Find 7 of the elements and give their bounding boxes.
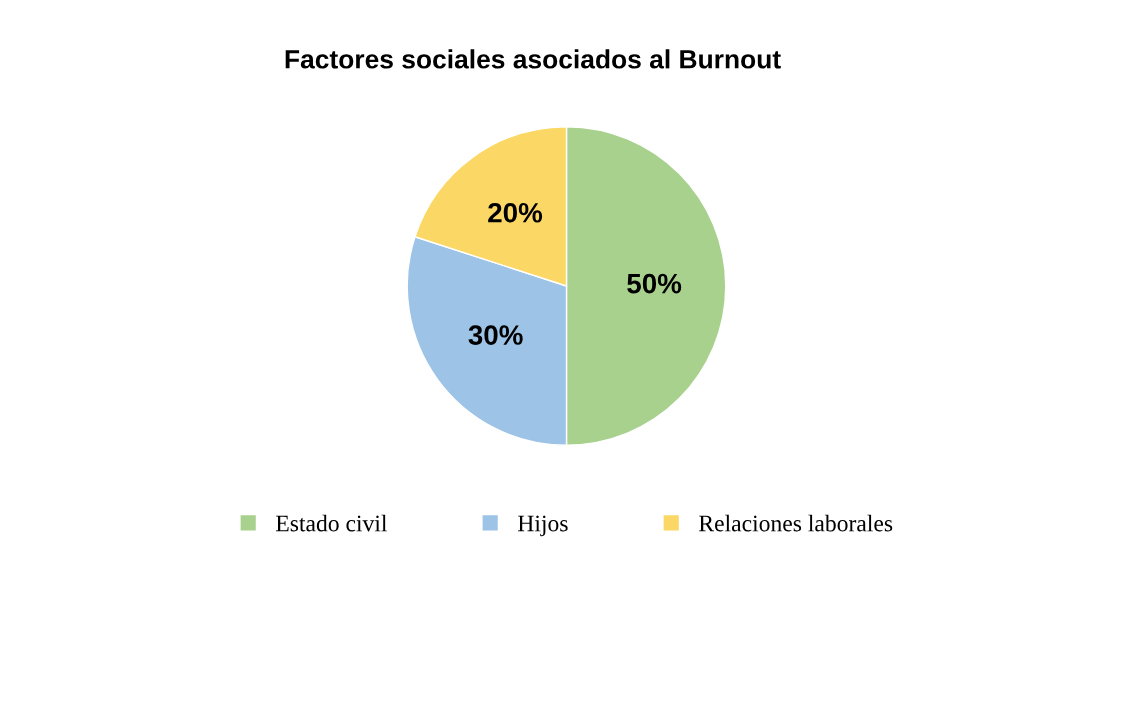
data-label: 20% (488, 202, 543, 223)
data-label: 30% (468, 325, 523, 345)
legend-label: Relaciones laborales (699, 514, 893, 532)
legend-label: Hijos (518, 515, 568, 537)
legend-label: Estado civil (276, 514, 387, 532)
chart-title: Factores sociales asociados al Burnout (285, 49, 781, 69)
data-label: 50% (627, 273, 682, 294)
